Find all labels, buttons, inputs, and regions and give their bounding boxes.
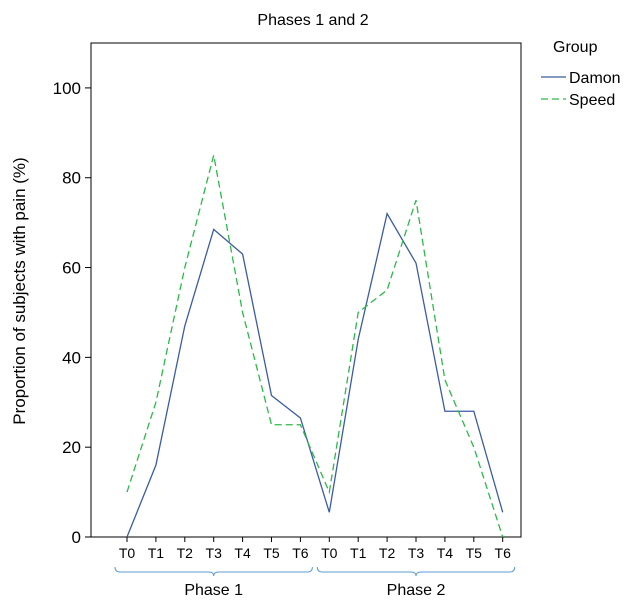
x-tick-label: T6: [495, 545, 512, 561]
legend: Group Damon Speed: [541, 39, 621, 109]
phase-group-brackets: Phase 1 Phase 2: [114, 566, 516, 599]
x-tick-label: T1: [350, 545, 367, 561]
plot-area-frame: [90, 42, 522, 538]
x-tick-label: T2: [177, 545, 194, 561]
x-tick-label: T3: [408, 545, 425, 561]
x-tick-label: T6: [292, 545, 309, 561]
x-tick-label: T2: [379, 545, 396, 561]
series-lines: [126, 155, 504, 538]
legend-label: Speed: [569, 92, 615, 109]
y-tick-label: 20: [62, 438, 81, 457]
series-line-damon: [126, 211, 504, 538]
y-tick-label: 0: [72, 528, 81, 547]
y-tick-label: 100: [53, 79, 81, 98]
x-tick-label: T3: [206, 545, 223, 561]
legend-title: Group: [553, 39, 598, 56]
series-line-speed: [126, 155, 504, 538]
x-tick-label: T1: [148, 545, 165, 561]
x-tick-label: T4: [437, 545, 454, 561]
x-tick-label: T0: [119, 545, 136, 561]
x-tick-label: T4: [234, 545, 251, 561]
phase-bracket: [114, 566, 313, 577]
y-tick-label: 80: [62, 169, 81, 188]
phase-label: Phase 1: [184, 582, 243, 599]
phase-label: Phase 2: [387, 582, 446, 599]
y-tick-label: 60: [62, 259, 81, 278]
x-tick-label: T5: [263, 545, 280, 561]
x-tick-label: T0: [321, 545, 338, 561]
legend-label: Damon: [569, 70, 621, 87]
y-axis-label: Proportion of subjects with pain (%): [10, 157, 29, 424]
phase-bracket: [316, 566, 516, 577]
chart-title: Phases 1 and 2: [257, 12, 368, 29]
x-tick-label: T5: [466, 545, 483, 561]
x-axis: T0 T1 T2 T3 T4 T5 T6 T0 T1 T2 T3 T4 T5 T6: [119, 537, 511, 561]
y-axis: 0 20 40 60 80 100: [53, 79, 91, 547]
y-tick-label: 40: [62, 348, 81, 367]
